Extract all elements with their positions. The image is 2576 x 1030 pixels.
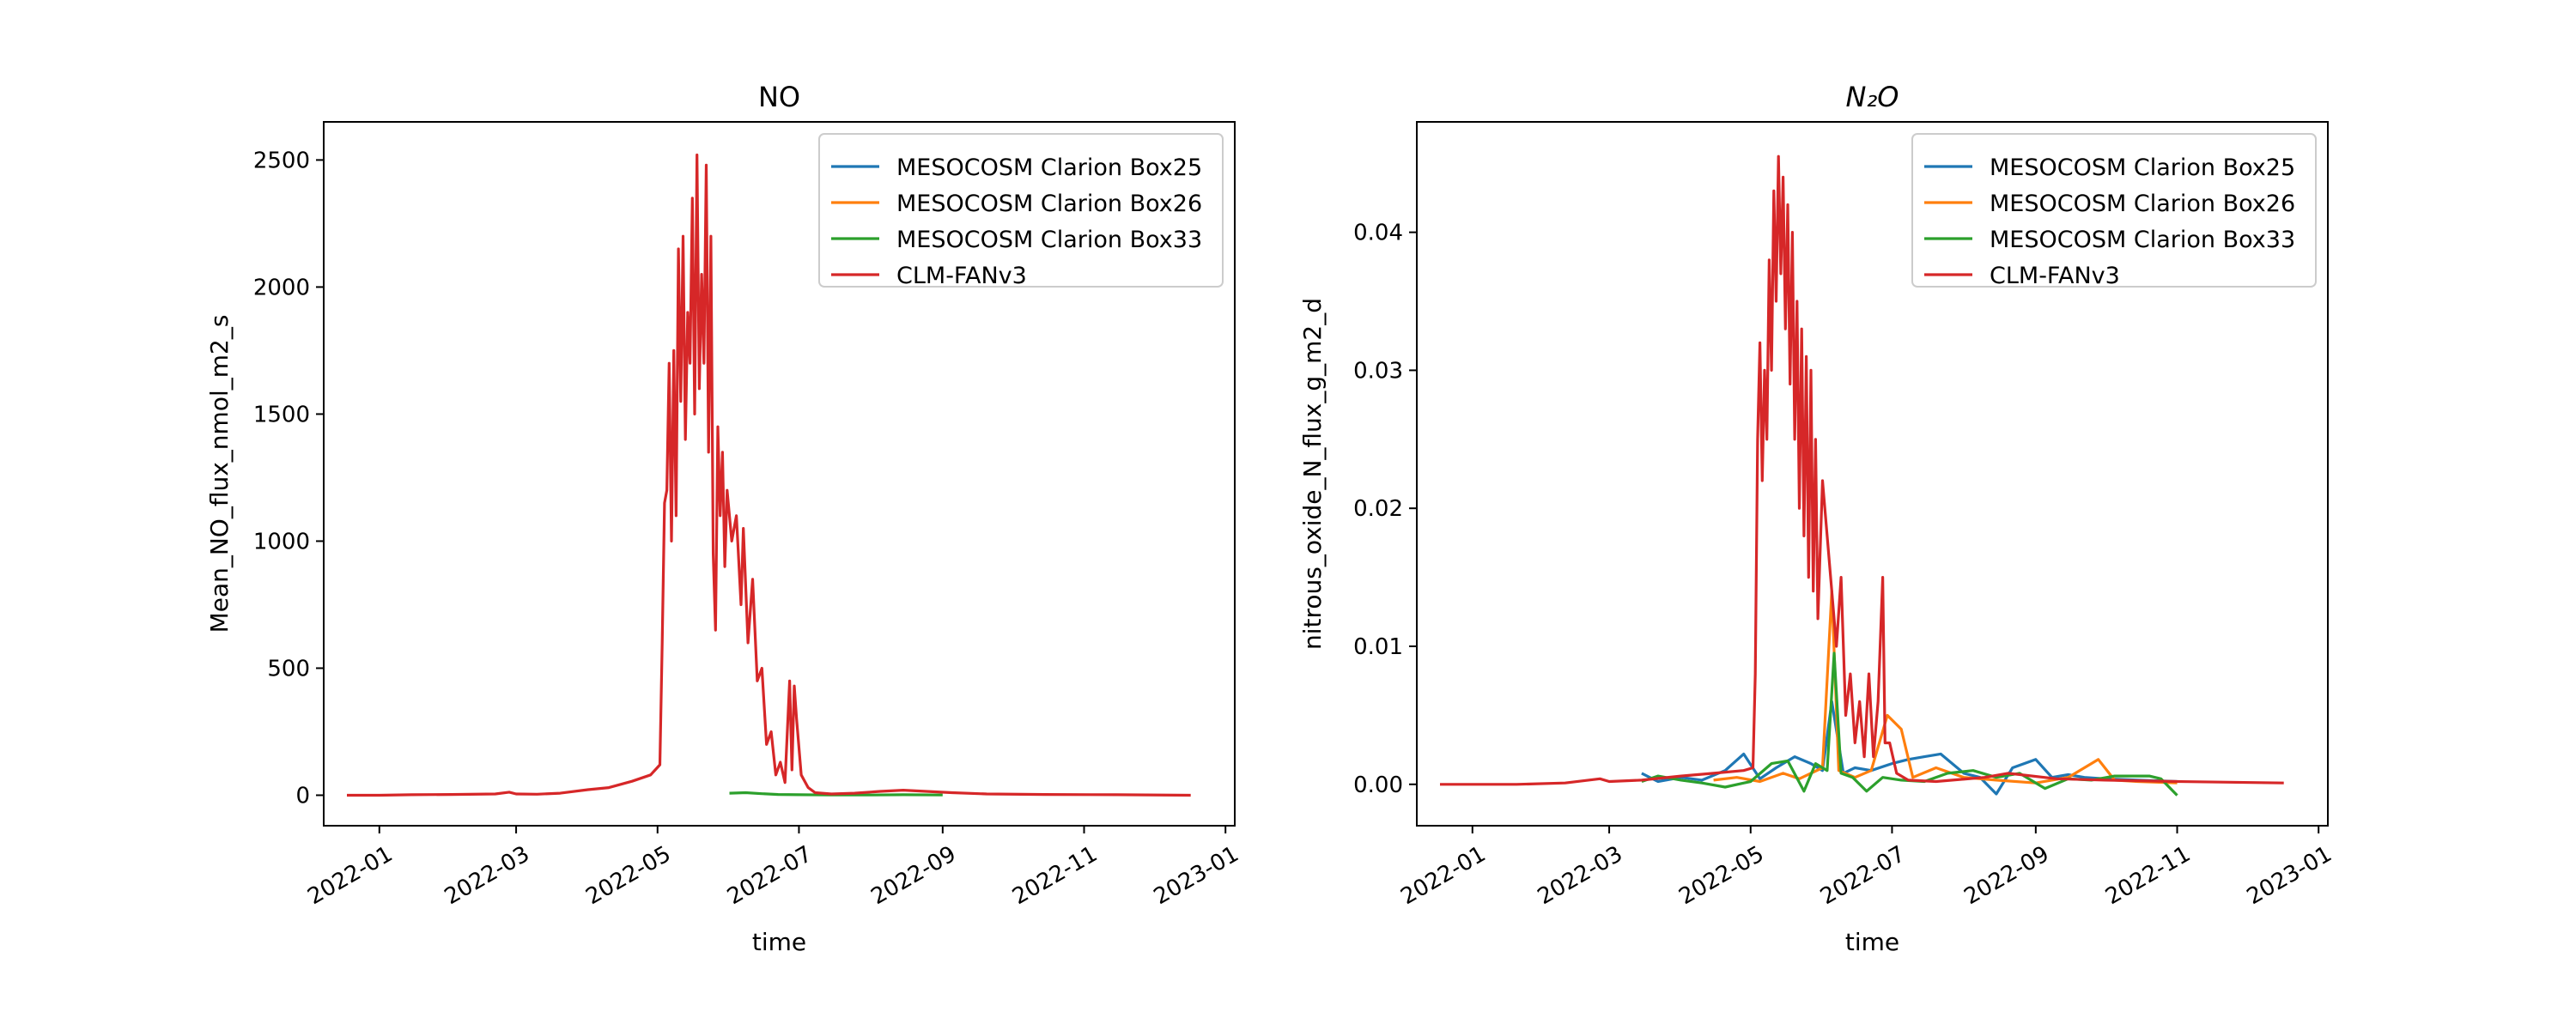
y-tick-label: 1500 [253, 402, 310, 427]
x-tick-label: 2022-01 [303, 841, 397, 910]
chart-title: N₂O [1846, 81, 1899, 113]
x-tick-label: 2022-05 [581, 841, 675, 910]
x-tick-label: 2022-11 [2101, 841, 2195, 910]
series-line-box25 [1641, 700, 2178, 796]
legend-entry-label: MESOCOSM Clarion Box33 [896, 227, 1202, 253]
x-tick-label: 2022-05 [1674, 841, 1768, 910]
x-axis-label: time [1845, 928, 1899, 956]
legend: MESOCOSM Clarion Box25 MESOCOSM Clarion B… [818, 133, 1224, 289]
y-tick-label: 0.00 [1353, 772, 1403, 798]
x-tick-label: 2022-03 [440, 841, 534, 910]
series-line-box26 [1713, 590, 2178, 785]
y-tick-label: 0.04 [1353, 221, 1403, 246]
y-tick-label: 2000 [253, 275, 310, 300]
y-tick-label: 0 [295, 783, 310, 809]
x-tick-label: 2022-09 [866, 841, 960, 910]
legend-box [1911, 133, 2317, 288]
axes-frame [323, 121, 1236, 827]
x-tick-label: 2022-07 [723, 841, 817, 910]
y-axis-label: nitrous_oxide_N_flux_g_m2_d [1298, 298, 1327, 650]
legend-entry-label: MESOCOSM Clarion Box25 [896, 154, 1202, 181]
series-line-box33 [729, 791, 943, 797]
y-tick-label: 500 [267, 656, 310, 682]
legend-box [818, 133, 1224, 288]
y-tick-label: 2500 [253, 148, 310, 173]
series-line-clm [1440, 154, 2284, 786]
x-tick-label: 2023-01 [2243, 841, 2336, 910]
y-tick-label: 0.02 [1353, 496, 1403, 522]
legend-entry-label: MESOCOSM Clarion Box26 [896, 191, 1202, 217]
legend-entry-label: MESOCOSM Clarion Box26 [1990, 191, 2295, 217]
legend-entry-label: MESOCOSM Clarion Box25 [1990, 154, 2295, 181]
x-axis-label: time [752, 928, 806, 956]
x-tick-label: 2022-03 [1534, 841, 1627, 910]
x-tick-label: 2022-11 [1008, 841, 1102, 910]
legend-entry-label: MESOCOSM Clarion Box33 [1990, 227, 2295, 253]
series-line-box33 [1641, 651, 2178, 797]
legend-entry-label: CLM-FANv3 [896, 263, 1027, 289]
chart-title: NO [758, 81, 800, 113]
y-tick-label: 0.03 [1353, 358, 1403, 384]
axes-frame [1416, 121, 2329, 827]
y-tick-label: 1000 [253, 529, 310, 554]
x-tick-label: 2022-01 [1396, 841, 1490, 910]
x-tick-label: 2022-07 [1816, 841, 1910, 910]
legend-entry-label: CLM-FANv3 [1990, 263, 2120, 289]
y-tick-label: 0.01 [1353, 634, 1403, 660]
legend: MESOCOSM Clarion Box25 MESOCOSM Clarion B… [1911, 133, 2317, 289]
series-line-clm [347, 153, 1191, 797]
n2o-flux-panel: 0.00 0.01 0.02 0.03 0.04 2022-01 2022-03 2022-0… [1298, 81, 2336, 956]
y-axis-label: Mean_NO_flux_nmol_m2_s [205, 315, 234, 633]
x-tick-label: 2023-01 [1150, 841, 1243, 910]
no-flux-panel: 0 500 1000 1500 2000 2500 2022-01 2022-03 2022-0… [205, 81, 1243, 956]
x-tick-label: 2022-09 [1959, 841, 2053, 910]
